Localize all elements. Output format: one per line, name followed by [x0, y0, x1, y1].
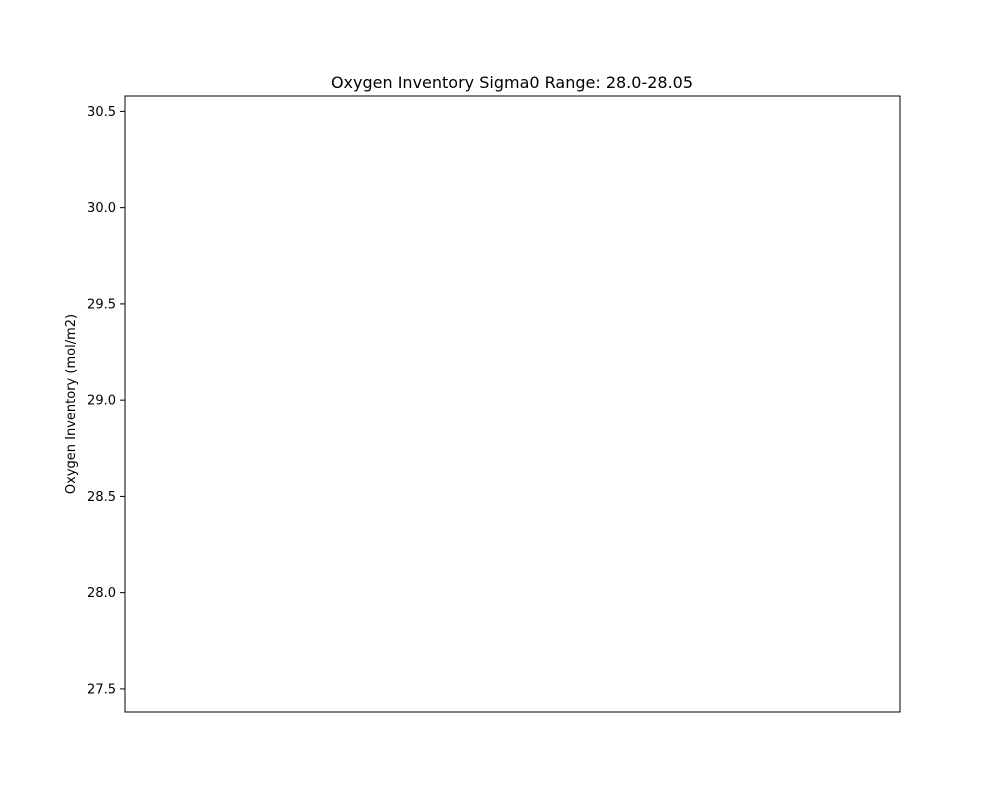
y-axis-ticks: 27.5 28.0 28.5 29.0 29.5 30.0 30.5	[87, 105, 125, 697]
y-tick-label: 30.0	[87, 201, 116, 216]
y-axis-label: Oxygen Inventory (mol/m2)	[64, 314, 79, 494]
y-tick-label: 30.5	[87, 105, 116, 120]
plot-area-frame	[124, 95, 901, 713]
y-tick-label: 27.5	[87, 682, 116, 697]
y-tick-label: 29.5	[87, 297, 116, 312]
y-tick-label: 28.5	[87, 490, 116, 505]
y-tick-label: 29.0	[87, 394, 116, 409]
chart-title: Oxygen Inventory Sigma0 Range: 28.0-28.0…	[331, 73, 693, 92]
y-tick-label: 28.0	[87, 586, 116, 601]
